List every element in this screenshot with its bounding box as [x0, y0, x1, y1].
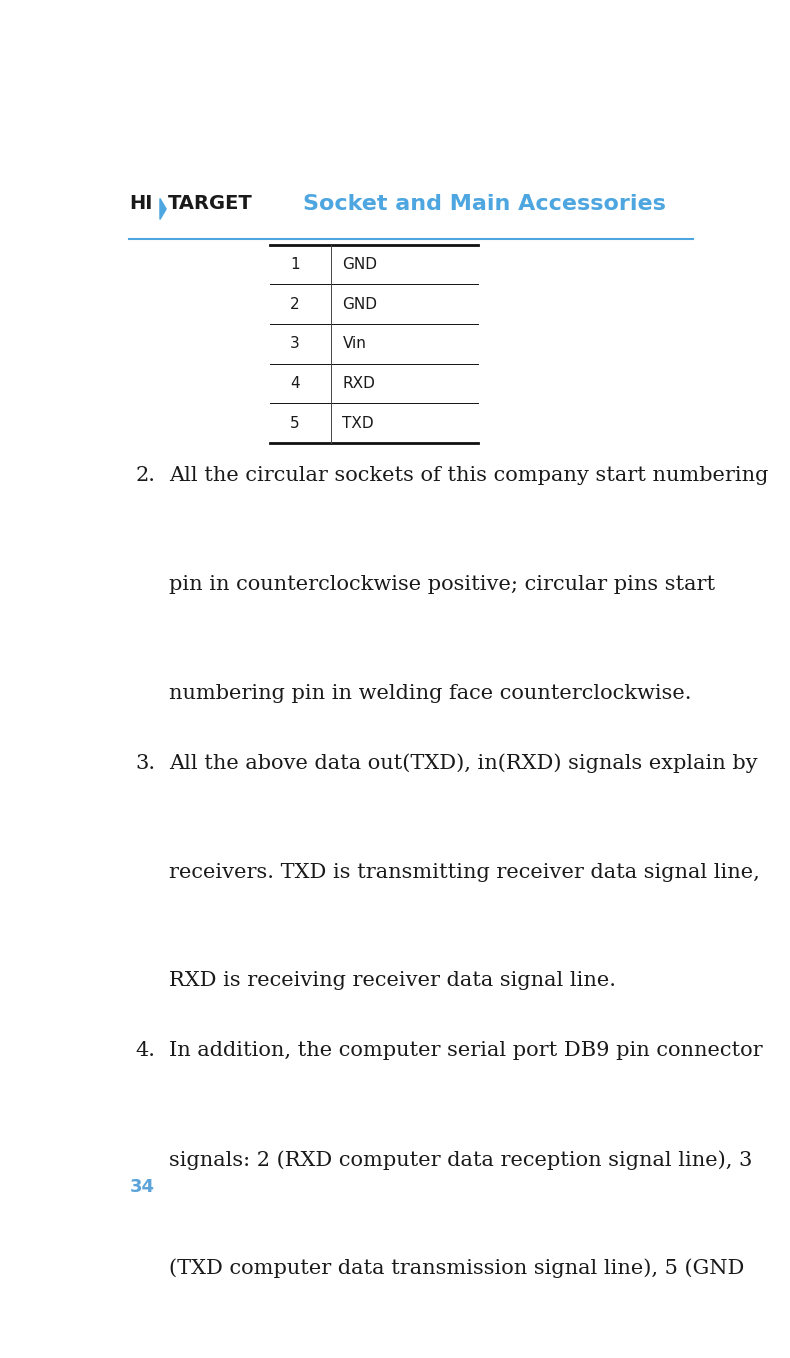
- Text: 4.: 4.: [136, 1042, 156, 1061]
- Text: RXD: RXD: [342, 376, 375, 391]
- Text: 4: 4: [290, 376, 299, 391]
- Text: All the circular sockets of this company start numbering: All the circular sockets of this company…: [169, 466, 769, 485]
- Text: numbering pin in welding face counterclockwise.: numbering pin in welding face counterclo…: [169, 683, 692, 702]
- Text: 3.: 3.: [136, 754, 156, 773]
- Text: 34: 34: [130, 1179, 154, 1196]
- Text: RXD is receiving receiver data signal line.: RXD is receiving receiver data signal li…: [169, 971, 616, 990]
- Text: TARGET: TARGET: [168, 194, 253, 213]
- Polygon shape: [160, 198, 166, 220]
- Text: TXD: TXD: [342, 416, 374, 430]
- Text: Socket and Main Accessories: Socket and Main Accessories: [303, 194, 666, 215]
- Text: 5: 5: [290, 416, 299, 430]
- Text: pin in counterclockwise positive; circular pins start: pin in counterclockwise positive; circul…: [169, 574, 715, 593]
- Text: 2.: 2.: [136, 466, 156, 485]
- Text: GND: GND: [342, 257, 378, 272]
- Text: 2: 2: [290, 296, 299, 311]
- Text: All the above data out(TXD), in(RXD) signals explain by: All the above data out(TXD), in(RXD) sig…: [169, 754, 758, 774]
- Text: signals: 2 (RXD computer data reception signal line), 3: signals: 2 (RXD computer data reception …: [169, 1150, 753, 1169]
- Text: In addition, the computer serial port DB9 pin connector: In addition, the computer serial port DB…: [169, 1042, 763, 1061]
- Text: GND: GND: [342, 296, 378, 311]
- Text: 3: 3: [290, 337, 299, 352]
- Text: Vin: Vin: [342, 337, 367, 352]
- Text: 1: 1: [290, 257, 299, 272]
- Text: HI: HI: [130, 194, 152, 213]
- Text: receivers. TXD is transmitting receiver data signal line,: receivers. TXD is transmitting receiver …: [169, 862, 760, 881]
- Text: (TXD computer data transmission signal line), 5 (GND: (TXD computer data transmission signal l…: [169, 1259, 744, 1278]
